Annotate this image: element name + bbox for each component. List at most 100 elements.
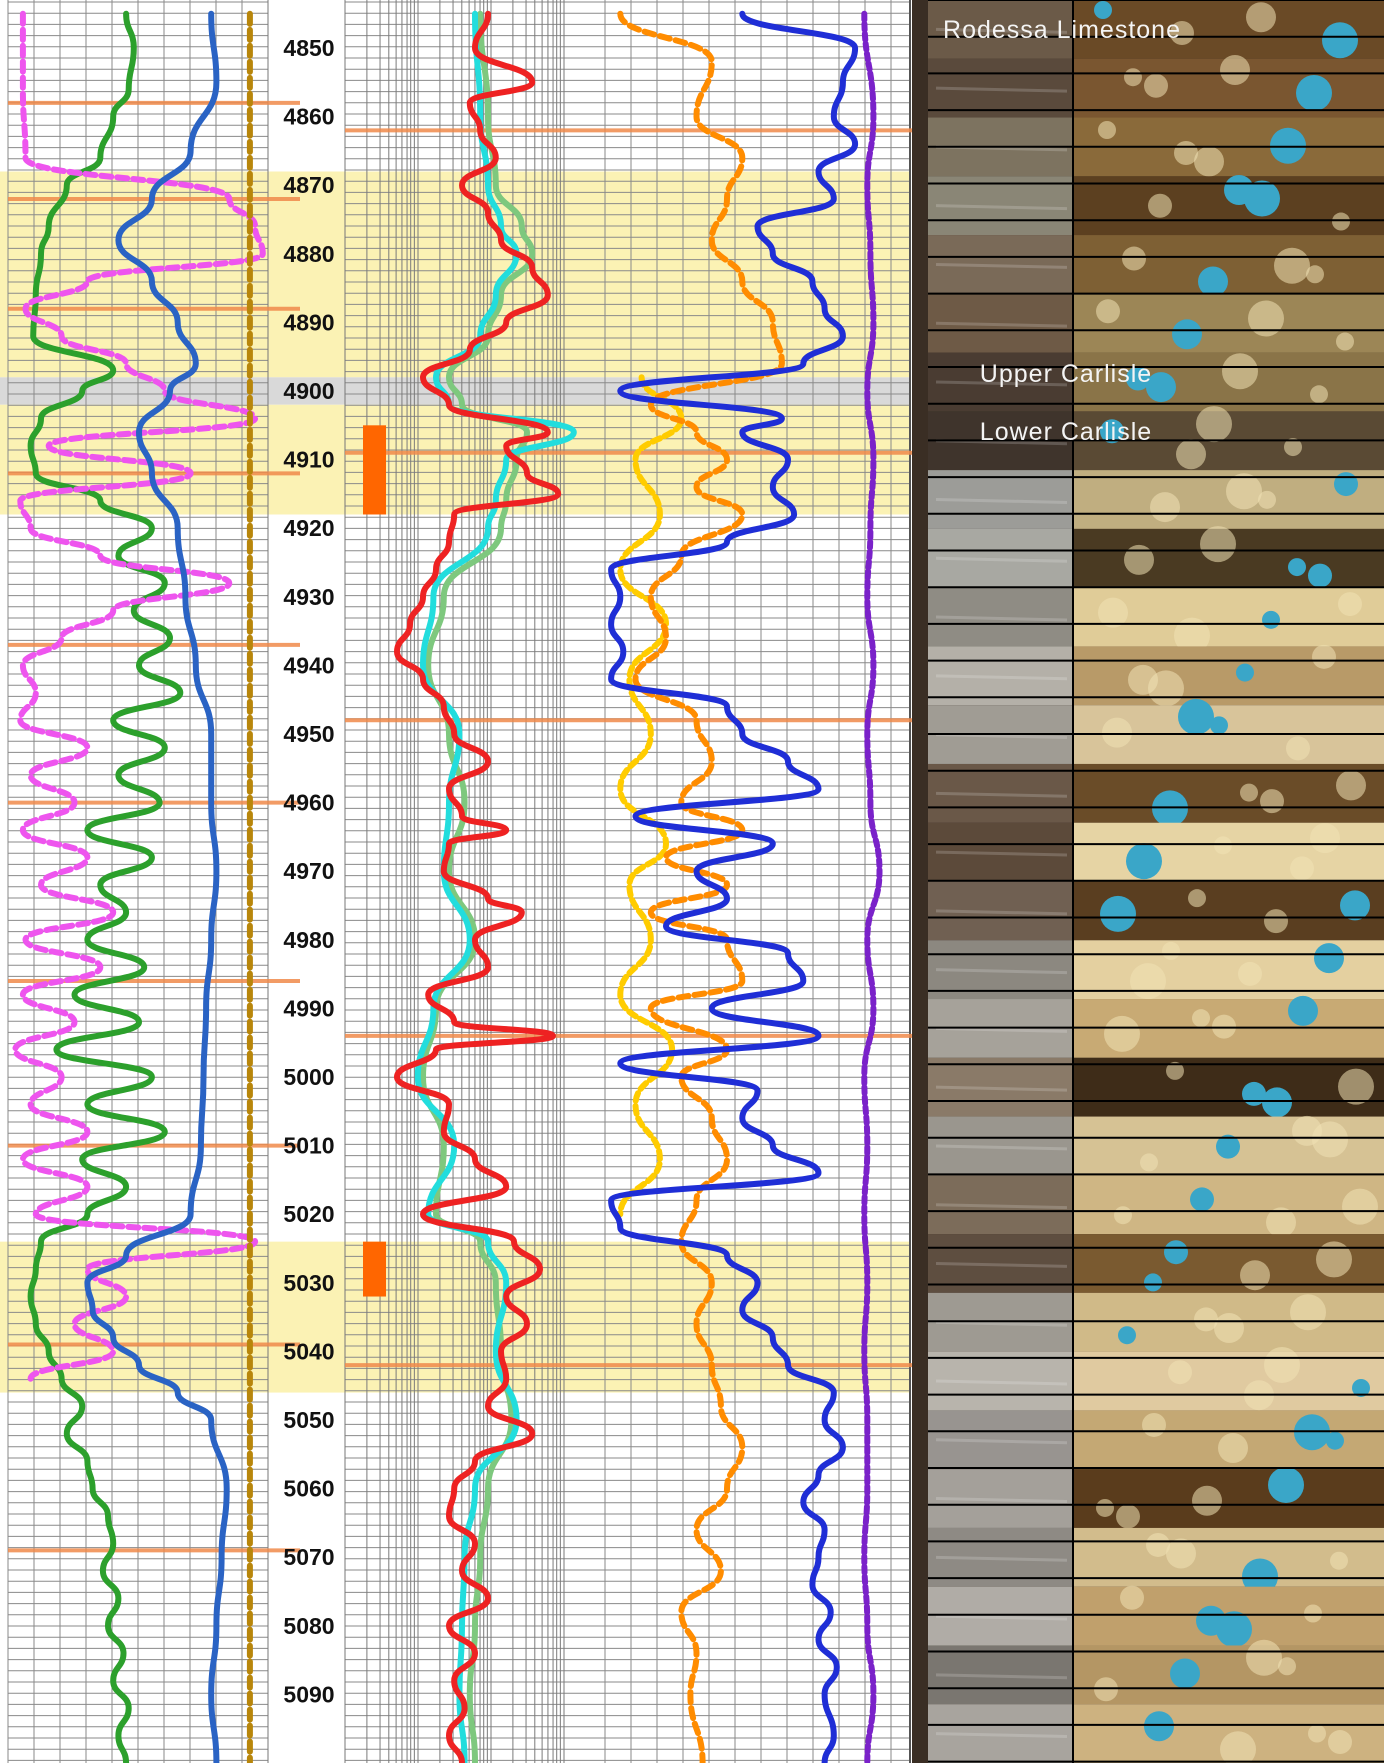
thin-section-grain <box>1150 492 1180 523</box>
log-curve <box>617 374 685 1218</box>
depth-label: 5070 <box>283 1544 334 1570</box>
log-curve <box>394 10 562 1763</box>
thin-section-grain <box>1336 770 1366 801</box>
thin-section-grain <box>1246 1639 1282 1676</box>
core-segment <box>928 1292 1073 1352</box>
thin-section-grain <box>1312 644 1336 669</box>
depth-label: 5050 <box>283 1407 334 1433</box>
core-texture <box>935 1673 1068 1680</box>
depth-label: 4850 <box>283 35 334 61</box>
core-texture <box>935 791 1068 798</box>
depth-label: 4920 <box>283 515 334 541</box>
depth-label: 4900 <box>283 378 334 404</box>
thin-section-grain <box>1288 995 1318 1026</box>
core-texture <box>935 1497 1068 1503</box>
sample-marker <box>363 1241 386 1297</box>
core-segment <box>928 1057 1073 1117</box>
thin-section-grain <box>1226 473 1262 510</box>
thin-section-grain <box>1286 736 1310 761</box>
depth-label: 4860 <box>283 104 334 130</box>
core-segment <box>928 763 1073 823</box>
thin-section-grain <box>1140 1153 1158 1172</box>
core-segment <box>928 587 1073 647</box>
depth-label: 4940 <box>283 652 334 678</box>
thin-section-grain <box>1308 563 1332 588</box>
log-curve <box>861 10 883 1763</box>
core-image-panel <box>912 0 1384 1763</box>
depth-label: 4930 <box>283 584 334 610</box>
thin-section-grain <box>1214 836 1232 855</box>
highlight-zones <box>0 171 910 1393</box>
core-segment <box>928 1351 1073 1411</box>
thin-section-segment <box>1073 1175 1384 1235</box>
thin-section-grain <box>1338 1068 1374 1105</box>
core-segment <box>928 1645 1073 1705</box>
thin-section-grain <box>1144 1711 1174 1742</box>
depth-label: 4870 <box>283 172 334 198</box>
thin-section-grain <box>1270 127 1306 164</box>
thin-section-grain <box>1114 1206 1132 1225</box>
thin-section-grain <box>1146 372 1176 403</box>
thin-section-grain <box>1166 1061 1184 1080</box>
depth-label: 4910 <box>283 447 334 473</box>
core-texture <box>935 321 1068 328</box>
depth-label: 5010 <box>283 1133 334 1159</box>
thin-section-grain <box>1240 1260 1270 1291</box>
depth-label: 5060 <box>283 1476 334 1502</box>
core-texture <box>935 380 1068 387</box>
thin-section-grain <box>1190 1187 1214 1212</box>
thin-section-grain <box>1174 141 1198 165</box>
thin-section-grain <box>1094 1 1112 19</box>
core-segment <box>928 352 1073 412</box>
core-texture <box>935 1438 1068 1445</box>
thin-section-grain <box>1096 299 1120 324</box>
thin-section-grain <box>1196 1605 1226 1636</box>
core-texture <box>935 1203 1068 1210</box>
depth-label: 5030 <box>283 1270 334 1296</box>
core-texture <box>935 733 1068 740</box>
thin-section-grain <box>1262 1087 1292 1118</box>
highlight-zone <box>0 1241 910 1393</box>
thin-section-grain <box>1332 212 1350 231</box>
thin-section-grain <box>1170 21 1194 45</box>
thin-section-grain <box>1240 783 1258 802</box>
log-curve <box>84 10 230 1763</box>
thin-section-grain <box>1290 1294 1326 1331</box>
thin-section-grain <box>1098 121 1116 139</box>
thin-section-grain <box>1164 1240 1188 1265</box>
core-texture <box>935 27 1068 34</box>
thin-section-grain <box>1144 73 1168 98</box>
thin-section-grain <box>1278 1657 1296 1676</box>
thin-section-grain <box>1292 1115 1322 1146</box>
thin-section-segment <box>1073 1057 1384 1117</box>
core-segment <box>928 176 1073 236</box>
thin-section-grain <box>1200 526 1236 563</box>
thin-section-grain <box>1100 419 1124 444</box>
core-texture <box>935 674 1068 681</box>
thin-section-grain <box>1258 490 1276 509</box>
formation-labels: Rodessa Limestone Upper Carlisle Lower Car… <box>943 16 1180 446</box>
thin-section-grain <box>1098 597 1128 628</box>
thin-section-grain <box>1338 592 1362 617</box>
thin-section-grain <box>1178 698 1214 735</box>
sample-marker <box>363 425 386 515</box>
core-texture <box>935 262 1068 269</box>
highlight-zone <box>0 171 910 378</box>
thin-section-grain <box>1304 1604 1322 1623</box>
core-segment <box>928 293 1073 353</box>
thin-section-grain <box>1310 385 1328 404</box>
depth-label: 5020 <box>283 1201 334 1227</box>
core-texture <box>935 1026 1068 1033</box>
thin-section-grain <box>1268 1466 1304 1503</box>
core-texture <box>935 1555 1068 1562</box>
core-segment <box>928 1234 1073 1293</box>
core-segment <box>928 1175 1073 1235</box>
thin-section-grain <box>1284 438 1302 457</box>
thin-section-grain <box>1336 332 1354 351</box>
depth-label: 4970 <box>283 858 334 884</box>
thin-section-grain <box>1330 1551 1348 1570</box>
log-curve <box>12 10 266 1382</box>
thin-section-grain <box>1214 1312 1244 1343</box>
thin-section-grain <box>1242 1558 1278 1595</box>
